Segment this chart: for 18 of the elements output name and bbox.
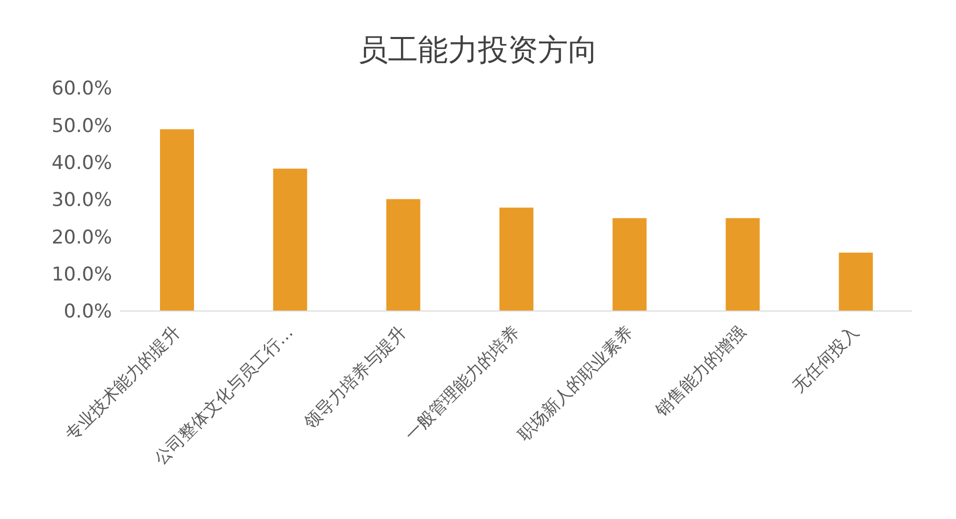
y-tick-label: 10.0% [52,264,112,286]
x-tick-label: 销售能力的增强 [651,322,750,422]
bar [726,218,760,311]
chart-title: 员工能力投资方向 [357,32,599,70]
bar [386,199,420,311]
bar [612,218,647,311]
y-tick-label: 60.0% [52,78,112,100]
x-tick-label: 领导力培养与提升 [300,322,411,433]
bar [838,252,873,311]
y-tick-label: 50.0% [52,114,112,137]
bar [160,129,194,311]
y-tick-label: 20.0% [52,226,112,248]
x-tick-label: 无任何投入 [788,322,864,397]
bar [499,208,534,311]
y-tick-label: 40.0% [52,152,112,174]
y-tick-label: 0.0% [64,300,112,323]
y-tick-label: 30.0% [52,189,112,212]
bar [273,168,308,311]
